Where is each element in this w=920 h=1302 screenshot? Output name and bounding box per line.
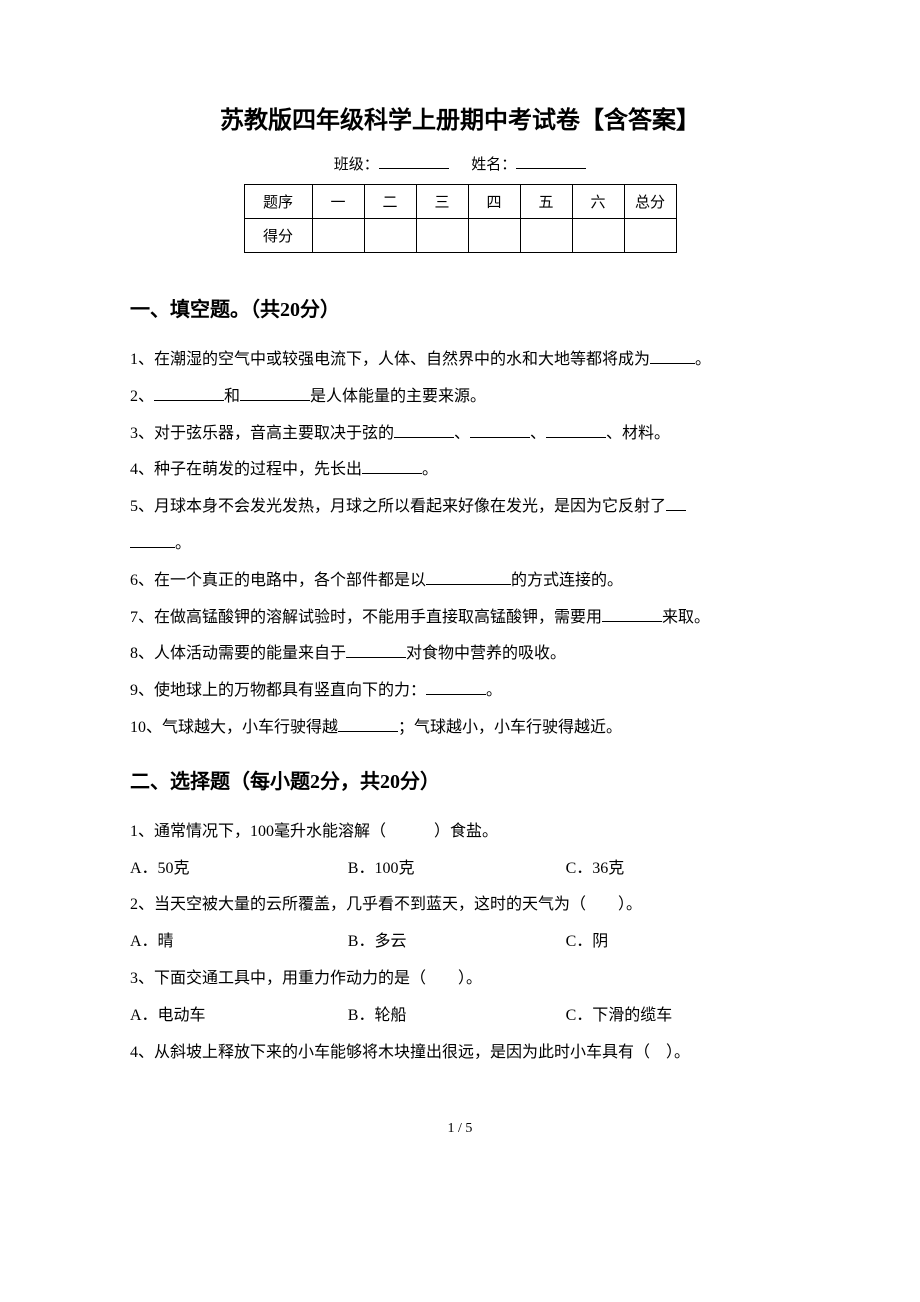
q-text: ；气球越小，小车行驶得越近。 xyxy=(398,719,622,736)
score-cell xyxy=(520,219,572,253)
q-text: 7、在做高锰酸钾的溶解试验时，不能用手直接取高锰酸钾，需要用 xyxy=(130,609,602,626)
s2-q3-options: A．电动车 B．轮船 C．下滑的缆车 xyxy=(130,998,790,1035)
score-col-6: 六 xyxy=(572,185,624,219)
blank xyxy=(426,694,486,695)
s1-q3: 3、对于弦乐器，音高主要取决于弦的 、 、 、材料。 xyxy=(130,416,790,453)
option-c: C．阴 xyxy=(566,924,784,961)
q-text: 3、对于弦乐器，音高主要取决于弦的 xyxy=(130,425,394,442)
name-blank xyxy=(516,154,586,169)
blank xyxy=(346,657,406,658)
blank xyxy=(650,363,695,364)
s2-q1-text: 1、通常情况下，100毫升水能溶解（ ）食盐。 xyxy=(130,814,790,851)
blank xyxy=(470,437,530,438)
blank xyxy=(426,584,511,585)
page-number: 1 / 5 xyxy=(130,1121,790,1137)
blank xyxy=(240,400,310,401)
score-cell xyxy=(416,219,468,253)
s2-q4-text: 4、从斜坡上释放下来的小车能够将木块撞出很远，是因为此时小车具有（ ）。 xyxy=(130,1035,790,1072)
q-text: 、 xyxy=(454,425,470,442)
page-title: 苏教版四年级科学上册期中考试卷【含答案】 xyxy=(130,100,790,135)
class-label: 班级： xyxy=(334,157,379,173)
option-a: A．电动车 xyxy=(130,998,348,1035)
blank xyxy=(362,473,422,474)
s2-q2-text: 2、当天空被大量的云所覆盖，几乎看不到蓝天，这时的天气为（ ）。 xyxy=(130,887,790,924)
blank xyxy=(338,731,398,732)
class-blank xyxy=(379,154,449,169)
section-2-heading: 二、选择题（每小题2分，共20分） xyxy=(130,765,790,794)
blank xyxy=(546,437,606,438)
q-text: 。 xyxy=(486,682,502,699)
s1-q8: 8、人体活动需要的能量来自于 对食物中营养的吸收。 xyxy=(130,636,790,673)
s1-q6: 6、在一个真正的电路中，各个部件都是以 的方式连接的。 xyxy=(130,563,790,600)
score-col-4: 四 xyxy=(468,185,520,219)
score-table-value-row: 得分 xyxy=(244,219,676,253)
score-cell xyxy=(572,219,624,253)
q-text: 。 xyxy=(422,461,438,478)
option-a: A．50克 xyxy=(130,851,348,888)
score-col-3: 三 xyxy=(416,185,468,219)
q-text: 8、人体活动需要的能量来自于 xyxy=(130,645,346,662)
q-text: 2、 xyxy=(130,388,154,405)
q-text: 6、在一个真正的电路中，各个部件都是以 xyxy=(130,572,426,589)
blank xyxy=(666,510,686,511)
s1-q7: 7、在做高锰酸钾的溶解试验时，不能用手直接取高锰酸钾，需要用 来取。 xyxy=(130,600,790,637)
blank xyxy=(394,437,454,438)
option-b: B．100克 xyxy=(348,851,566,888)
score-col-1: 一 xyxy=(312,185,364,219)
q-text: 。 xyxy=(695,351,711,368)
s1-q2: 2、 和 是人体能量的主要来源。 xyxy=(130,379,790,416)
score-cell xyxy=(624,219,676,253)
score-table: 题序 一 二 三 四 五 六 总分 得分 xyxy=(244,184,677,253)
score-cell xyxy=(364,219,416,253)
s1-q10: 10、气球越大，小车行驶得越 ；气球越小，小车行驶得越近。 xyxy=(130,710,790,747)
score-table-header-row: 题序 一 二 三 四 五 六 总分 xyxy=(244,185,676,219)
q-text: 、材料。 xyxy=(606,425,670,442)
s1-q5: 5、月球本身不会发光发热，月球之所以看起来好像在发光，是因为它反射了。 xyxy=(130,489,790,563)
option-a: A．晴 xyxy=(130,924,348,961)
q-text: 、 xyxy=(530,425,546,442)
option-b: B．轮船 xyxy=(348,998,566,1035)
s2-q2-options: A．晴 B．多云 C．阴 xyxy=(130,924,790,961)
q-text: 是人体能量的主要来源。 xyxy=(310,388,486,405)
q-text: 1、在潮湿的空气中或较强电流下，人体、自然界中的水和大地等都将成为 xyxy=(130,351,650,368)
option-c: C．下滑的缆车 xyxy=(566,998,784,1035)
score-col-5: 五 xyxy=(520,185,572,219)
q-text: 5、月球本身不会发光发热，月球之所以看起来好像在发光，是因为它反射了 xyxy=(130,498,666,515)
q-text: 的方式连接的。 xyxy=(511,572,623,589)
option-b: B．多云 xyxy=(348,924,566,961)
blank xyxy=(154,400,224,401)
blank xyxy=(130,547,175,548)
s1-q1: 1、在潮湿的空气中或较强电流下，人体、自然界中的水和大地等都将成为 。 xyxy=(130,342,790,379)
q-text: 4、种子在萌发的过程中，先长出 xyxy=(130,461,362,478)
q-text: 和 xyxy=(224,388,240,405)
blank xyxy=(602,621,662,622)
section-1-heading: 一、填空题。（共20分） xyxy=(130,293,790,322)
q-text: 。 xyxy=(175,535,191,552)
score-col-total: 总分 xyxy=(624,185,676,219)
q-text: 来取。 xyxy=(662,609,710,626)
option-c: C．36克 xyxy=(566,851,784,888)
score-col-2: 二 xyxy=(364,185,416,219)
s2-q3-text: 3、下面交通工具中，用重力作动力的是（ ）。 xyxy=(130,961,790,998)
name-label: 姓名： xyxy=(471,157,516,173)
score-cell xyxy=(312,219,364,253)
q-text: 10、气球越大，小车行驶得越 xyxy=(130,719,338,736)
class-name-row: 班级： 姓名： xyxy=(130,153,790,174)
q-text: 9、使地球上的万物都具有竖直向下的力： xyxy=(130,682,426,699)
q-text: 对食物中营养的吸收。 xyxy=(406,645,566,662)
score-cell xyxy=(468,219,520,253)
s1-q4: 4、种子在萌发的过程中，先长出 。 xyxy=(130,452,790,489)
score-col-label: 题序 xyxy=(244,185,312,219)
s2-q1-options: A．50克 B．100克 C．36克 xyxy=(130,851,790,888)
s1-q9: 9、使地球上的万物都具有竖直向下的力： 。 xyxy=(130,673,790,710)
score-row-label: 得分 xyxy=(244,219,312,253)
